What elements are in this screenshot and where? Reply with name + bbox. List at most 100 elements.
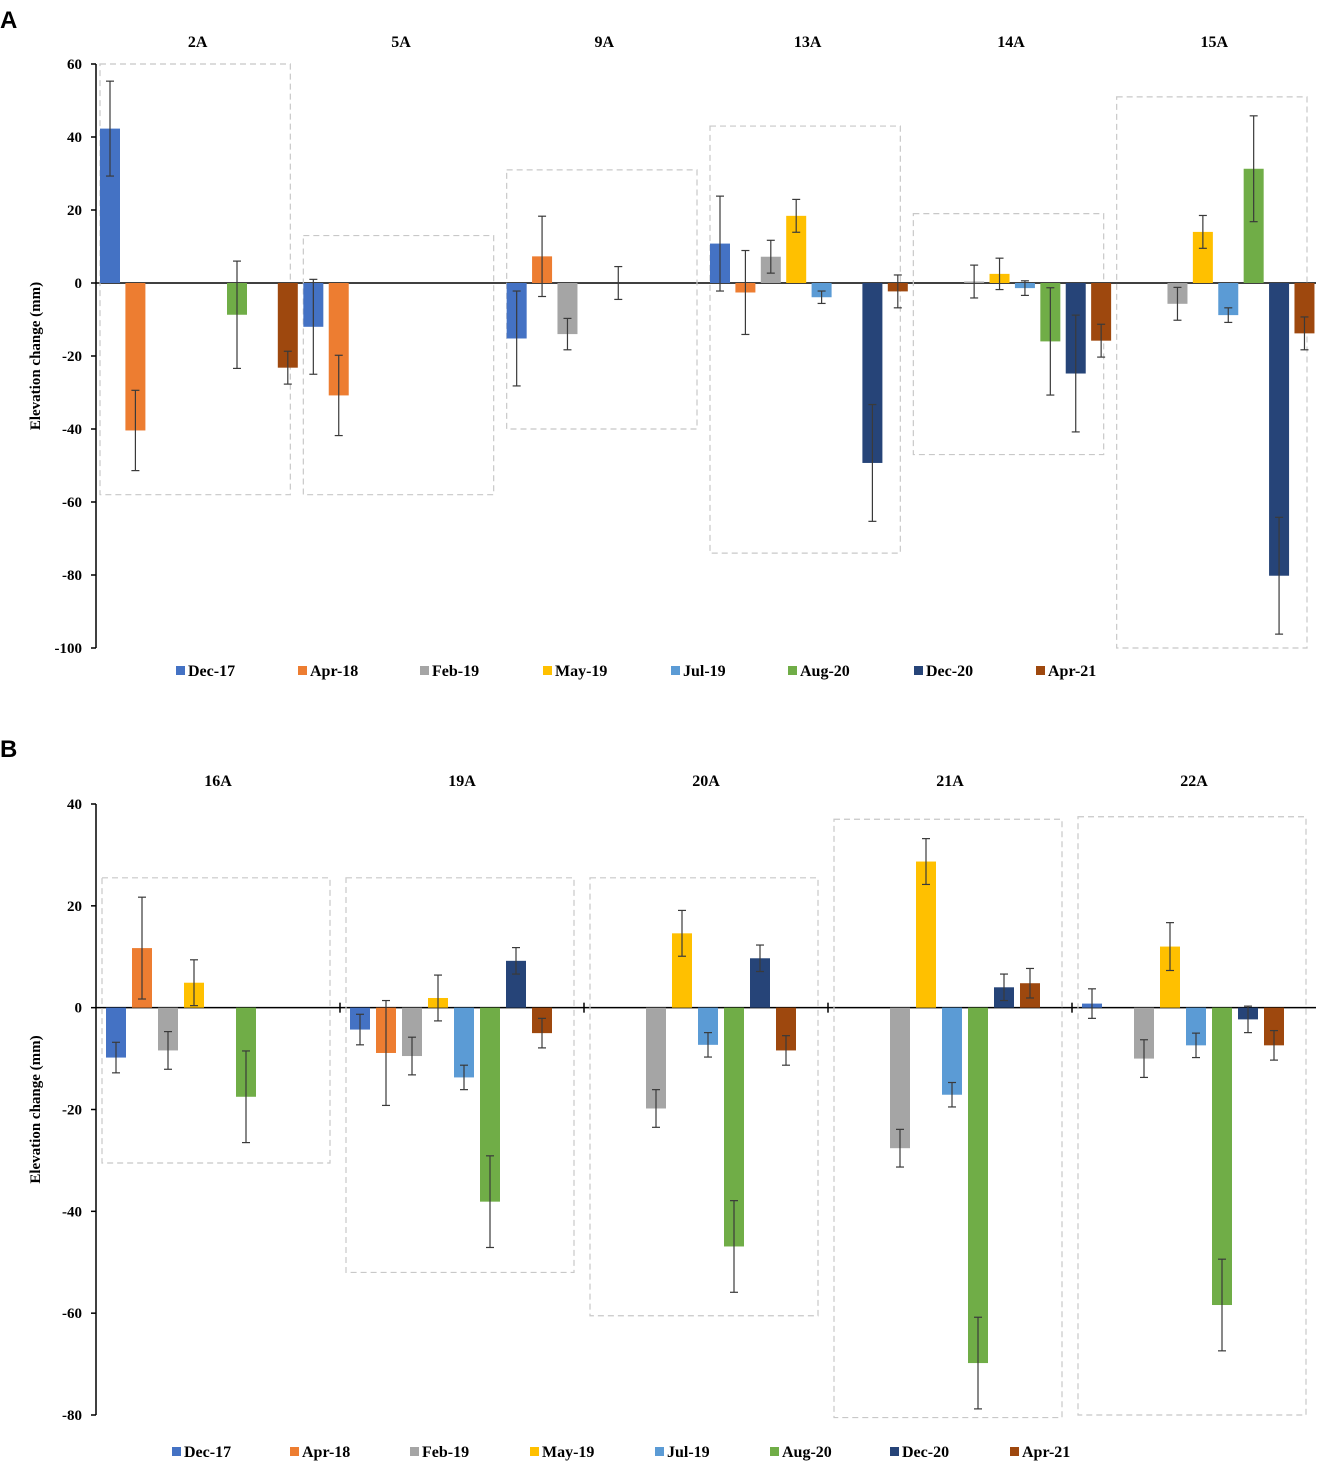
legend-swatch-apr-18 [290, 1447, 299, 1456]
bar-22a-jul-19 [1186, 1007, 1206, 1046]
y-axis-title: Elevation change (mm) [28, 282, 44, 430]
panel-letter: A [0, 7, 17, 34]
bar-19a-dec-20 [506, 960, 526, 1008]
legend-label-aug-20: Aug-20 [800, 663, 850, 680]
bar-5a-apr-18 [328, 283, 349, 396]
y-tick-label: -20 [62, 349, 82, 365]
legend-swatch-may-19 [543, 666, 552, 675]
bar-15a-apr-21 [1294, 283, 1315, 334]
y-tick-label: -40 [62, 1204, 82, 1220]
bar-2a-dec-17 [100, 128, 120, 283]
legend-label-dec-20: Dec-20 [902, 1444, 949, 1461]
bar-9a-feb-19 [557, 283, 578, 335]
y-tick-label: -100 [55, 641, 83, 657]
y-tick-label: 20 [67, 899, 82, 915]
legend-swatch-apr-21 [1010, 1447, 1019, 1456]
legend-label-feb-19: Feb-19 [432, 663, 479, 680]
group-label-2a: 2A [188, 34, 208, 51]
y-tick-label: -60 [62, 1306, 82, 1322]
y-tick-label: 20 [67, 203, 82, 219]
bar-15a-dec-20 [1269, 283, 1290, 576]
bar-20a-dec-20 [750, 958, 770, 1008]
legend-swatch-aug-20 [770, 1447, 779, 1456]
y-tick-label: -40 [62, 422, 82, 438]
group-box-9a [506, 169, 698, 430]
legend-swatch-dec-20 [914, 666, 923, 675]
bar-15a-aug-20 [1243, 168, 1264, 283]
group-label-21a: 21A [936, 773, 964, 790]
bar-21a-jul-19 [942, 1007, 962, 1095]
bar-13a-may-19 [786, 215, 807, 283]
legend-label-apr-18: Apr-18 [302, 1444, 350, 1461]
bar-22a-aug-20 [1212, 1007, 1232, 1306]
bar-14a-apr-21 [1091, 283, 1112, 341]
legend-label-dec-17: Dec-17 [184, 1444, 231, 1461]
bar-15a-jul-19 [1218, 283, 1239, 316]
group-label-14a: 14A [997, 34, 1025, 51]
group-label-19a: 19A [448, 773, 476, 790]
legend-swatch-apr-21 [1036, 666, 1045, 675]
group-box-15a [1116, 96, 1308, 649]
legend-label-aug-20: Aug-20 [782, 1444, 832, 1461]
legend-swatch-aug-20 [788, 666, 797, 675]
group-label-13a: 13A [794, 34, 822, 51]
group-box-16a [101, 877, 331, 1164]
legend-label-apr-18: Apr-18 [310, 663, 358, 680]
panel-b: B 40 20 0 -20 -40 -60 -80 Elevation change (mm) 1… [0, 736, 1316, 1461]
bar-19a-jul-19 [454, 1007, 474, 1078]
group-box-22a [1077, 816, 1307, 1416]
bar-20a-aug-20 [724, 1007, 744, 1247]
group-box-21a [833, 818, 1063, 1419]
group-label-16a: 16A [204, 773, 232, 790]
legend-swatch-jul-19 [671, 666, 680, 675]
y-tick-label: 40 [67, 797, 82, 813]
legend-label-feb-19: Feb-19 [422, 1444, 469, 1461]
bar-13a-dec-20 [862, 283, 883, 463]
bar-22a-apr-21 [1264, 1007, 1284, 1046]
bar-2a-apr-21 [277, 283, 298, 368]
legend-swatch-feb-19 [420, 666, 429, 675]
y-tick-label: -80 [62, 1408, 82, 1424]
legend-label-dec-20: Dec-20 [926, 663, 973, 680]
legend-swatch-dec-17 [172, 1447, 181, 1456]
bar-21a-feb-19 [890, 1007, 910, 1149]
group-label-9a: 9A [595, 34, 615, 51]
group-box-19a [345, 877, 575, 1274]
legend-label-apr-21: Apr-21 [1048, 663, 1096, 680]
legend-swatch-dec-20 [890, 1447, 899, 1456]
legend-label-apr-21: Apr-21 [1022, 1444, 1070, 1461]
y-tick-label: 40 [67, 130, 82, 146]
y-tick-label: -60 [62, 495, 82, 511]
legend-swatch-may-19 [530, 1447, 539, 1456]
panel-letter: B [0, 736, 17, 763]
bar-2a-apr-18 [125, 283, 146, 431]
bar-19a-aug-20 [480, 1007, 500, 1202]
y-tick-label: -80 [62, 568, 82, 584]
group-label-5a: 5A [391, 34, 411, 51]
group-box-13a [709, 125, 901, 554]
bar-21a-may-19 [916, 861, 936, 1008]
y-tick-label: 0 [75, 1001, 83, 1017]
bar-22a-feb-19 [1134, 1007, 1154, 1059]
legend-label-jul-19: Jul-19 [667, 1444, 710, 1461]
bar-13a-jul-19 [811, 283, 832, 298]
panel-a: A 60 40 20 0 -20 -40 -60 -80 -100 Elevation change… [0, 7, 1316, 680]
group-label-20a: 20A [692, 773, 720, 790]
y-tick-label: 60 [67, 57, 82, 73]
bar-20a-jul-19 [698, 1007, 718, 1045]
bar-19a-feb-19 [402, 1007, 422, 1057]
bar-22a-may-19 [1160, 946, 1180, 1008]
legend-label-jul-19: Jul-19 [683, 663, 726, 680]
bar-21a-aug-20 [968, 1007, 988, 1364]
group-box-20a [589, 877, 819, 1317]
legend-swatch-jul-19 [655, 1447, 664, 1456]
group-box-2a [99, 63, 291, 496]
group-label-22a: 22A [1180, 773, 1208, 790]
legend-swatch-apr-18 [298, 666, 307, 675]
y-axis-title: Elevation change (mm) [28, 1035, 44, 1183]
legend-swatch-feb-19 [410, 1447, 419, 1456]
group-box-5a [302, 234, 495, 496]
group-label-15a: 15A [1201, 34, 1229, 51]
bar-20a-apr-21 [776, 1007, 796, 1051]
